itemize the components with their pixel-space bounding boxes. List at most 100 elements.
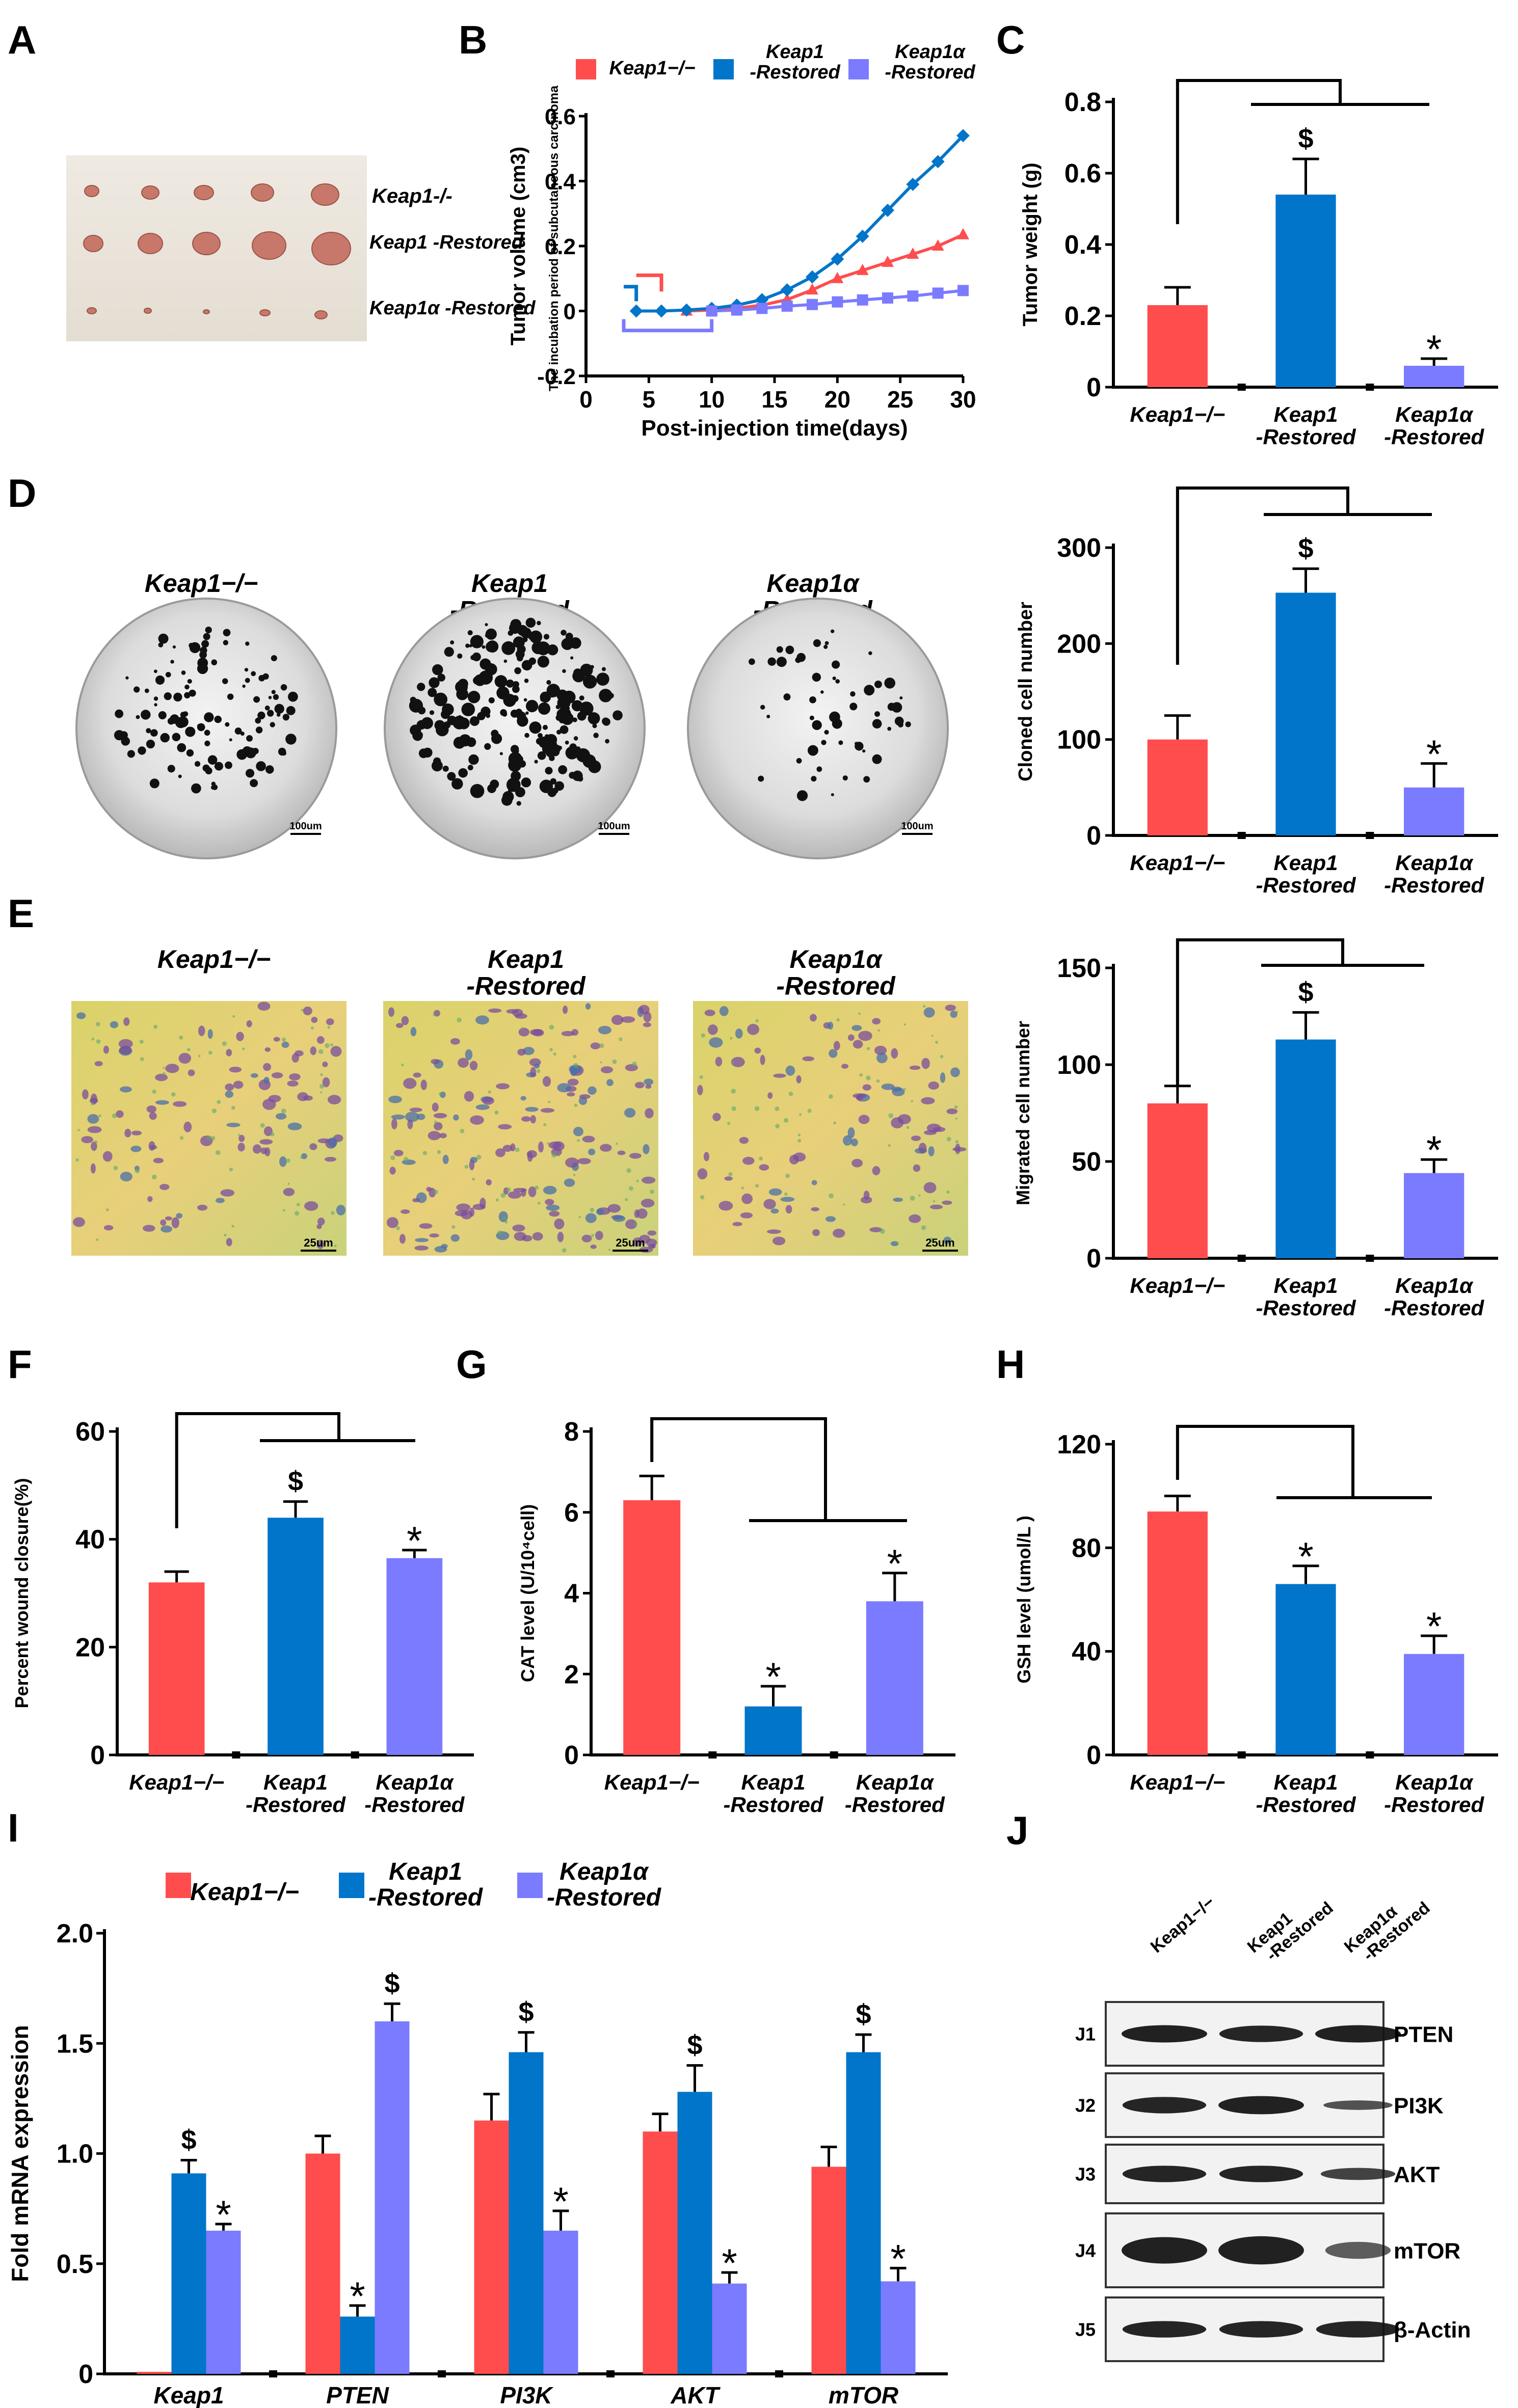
migrated-cell <box>393 1150 404 1156</box>
migrated-cell <box>495 1148 505 1157</box>
pore <box>162 1072 166 1075</box>
bar <box>148 1582 205 1755</box>
panel-letter: F <box>8 1342 32 1387</box>
culture-dish <box>384 598 646 859</box>
y-tick-label: 120 <box>1057 1430 1101 1459</box>
colony <box>486 641 497 653</box>
colony <box>482 645 486 649</box>
pore <box>700 1195 705 1200</box>
colony <box>874 711 881 717</box>
migrated-cell <box>543 1185 557 1195</box>
migrated-cell <box>785 1065 795 1076</box>
panel-a: A Keap1-/- Keap1 -Restored Keap1α -Resto… <box>8 17 536 341</box>
migrated-cell <box>198 1025 205 1036</box>
x-tick-label: 5 <box>643 386 656 413</box>
pore <box>741 1186 744 1189</box>
x-tick <box>606 2370 615 2377</box>
pore <box>537 1201 541 1205</box>
y-tick-label: 0.6 <box>1064 159 1101 188</box>
y-tick-label: 0 <box>1086 1244 1101 1274</box>
x-category-label: Keap1α -Restored <box>1384 1770 1484 1817</box>
significance-mark: $ <box>384 1968 400 1998</box>
x-tick <box>1237 832 1246 839</box>
migrated-cell <box>143 1225 155 1232</box>
y-tick-label: 1.5 <box>57 2029 93 2059</box>
y-tick-label: 0 <box>564 300 576 324</box>
pore <box>888 1113 894 1118</box>
colony <box>501 641 516 655</box>
blot-row-id: J1 <box>1075 2024 1096 2045</box>
pore <box>232 1015 235 1018</box>
significance-mark: * <box>407 1518 422 1563</box>
migrated-cell <box>110 1021 119 1029</box>
significance-mark: * <box>890 2236 906 2281</box>
significance-mark: * <box>350 2274 365 2318</box>
colony <box>167 765 175 773</box>
bar <box>206 2230 241 2374</box>
pore <box>877 1029 881 1032</box>
migrated-cell <box>732 1222 742 1227</box>
blot-band <box>1122 2097 1207 2114</box>
pore <box>573 1063 578 1068</box>
colony <box>184 684 190 690</box>
pore <box>866 1047 870 1050</box>
migrated-cell <box>386 1217 398 1228</box>
x-tick-label: 20 <box>824 386 850 413</box>
migrated-cell <box>843 1135 853 1146</box>
colony <box>245 678 250 683</box>
pore <box>179 1035 183 1040</box>
pore <box>858 1012 861 1015</box>
bar <box>1147 305 1208 387</box>
colony <box>450 640 455 645</box>
colony <box>812 720 822 730</box>
data-point <box>807 299 818 310</box>
panel-c: 0 0.2 0.4 0.6 0.8 Tumor weight (g) Keap1−/− $ Ke… <box>996 17 1498 449</box>
colony <box>205 626 212 634</box>
migrated-cell <box>336 1204 346 1215</box>
colony <box>579 695 584 701</box>
migrated-cell <box>928 1081 939 1090</box>
pore <box>217 1100 221 1104</box>
data-point <box>731 304 742 316</box>
pore <box>731 1106 736 1111</box>
colony <box>486 713 491 718</box>
panel-d: Keap1−/− 100um Keap1-Restored 100um Keap1α-R… <box>8 471 1498 897</box>
migrated-cell <box>828 1021 834 1030</box>
colony <box>461 689 466 694</box>
pore <box>562 1248 567 1253</box>
colony <box>538 736 551 749</box>
migrated-cell <box>611 1015 624 1025</box>
pore <box>591 1234 594 1237</box>
migrated-cell <box>557 1083 571 1093</box>
migrated-cell <box>391 1114 405 1120</box>
y-tick-label: 0.6 <box>545 104 576 129</box>
migrated-cell <box>316 1239 324 1250</box>
y-tick-label: 100 <box>1057 1050 1101 1080</box>
x-category-label: Keap1−/− <box>1130 402 1225 426</box>
colony <box>458 768 468 778</box>
pore <box>94 1140 98 1144</box>
pore <box>325 1043 330 1048</box>
colony <box>225 761 232 769</box>
migrated-cell <box>785 1205 792 1214</box>
y-tick-label: 6 <box>564 1498 579 1528</box>
migrated-cell <box>955 1143 961 1154</box>
culture-dish <box>75 598 337 859</box>
bar <box>881 2281 916 2374</box>
pore <box>895 1241 899 1244</box>
bar <box>1275 1584 1336 1755</box>
significance-mark: * <box>553 2179 568 2224</box>
colony <box>874 680 882 688</box>
migrated-cell <box>624 1107 636 1118</box>
colony <box>465 643 470 648</box>
migrated-cell <box>207 1029 213 1039</box>
colony <box>434 692 448 707</box>
migrated-cell <box>120 1172 132 1182</box>
migrated-cell <box>530 1067 536 1077</box>
x-tick <box>269 2370 277 2377</box>
migrated-cell <box>645 1108 654 1119</box>
pore <box>911 1100 914 1103</box>
migrated-cell <box>173 1101 187 1107</box>
migrated-cell <box>923 1007 935 1018</box>
migrated-cell <box>102 1151 113 1162</box>
